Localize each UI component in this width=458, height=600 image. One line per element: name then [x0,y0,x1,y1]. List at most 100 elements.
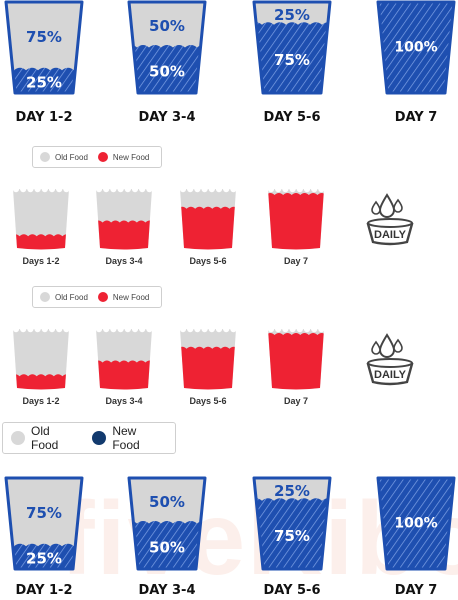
day-label: Days 3-4 [105,396,143,406]
red-cup-1 [12,185,70,250]
old-pct-label: 50% [149,17,185,35]
red-cup-2 [95,185,153,250]
old-pct-label: 25% [274,6,310,24]
day-label: Day 7 [283,256,309,266]
bowl-label: DAILY [374,229,407,241]
day-label: Days 5-6 [189,256,227,266]
new-food-fill [129,45,205,93]
new-food-fill [180,206,236,250]
new-pct-label: 25% [26,550,62,568]
day-label: DAY 7 [394,583,438,598]
day-label: Days 1-2 [22,396,60,406]
red-cup-2 [95,325,153,390]
blue-cup-1: 75% 25% [4,476,84,571]
day-label: DAY 5-6 [263,110,321,125]
cup-rim [179,185,237,193]
day-label: DAY 1-2 [15,110,73,125]
legend: Old Food New Food [2,422,176,454]
blue-cup-3: 25% 75% [252,476,332,571]
day-label: Days 3-4 [105,256,143,266]
cup-outline [252,0,332,95]
day-label: DAY 3-4 [138,583,196,598]
cup-rim [12,325,70,333]
cup-outline [376,476,456,571]
day-label: DAY 7 [394,110,438,125]
new-food-dot [92,431,107,445]
new-food-dot [97,292,108,302]
cup-rim [179,325,237,333]
legend-new: New Food [97,152,150,162]
new-pct-label: 75% [274,51,310,69]
legend-old: Old Food [40,292,88,302]
blue-cup-3: 25% 75% [252,0,332,95]
new-food-fill [13,234,69,250]
blue-cup-4: 100% [376,0,456,95]
cup-rim [267,325,325,333]
day-label: Days 1-2 [22,256,60,266]
new-pct-label: 50% [149,538,185,556]
new-food-fill [180,346,236,390]
old-food-dot [11,431,25,445]
new-pct-label: 50% [149,62,185,80]
blue-cup-2: 50% 50% [127,476,207,571]
legend-old-label: Old Food [31,424,59,452]
day-label: Day 7 [283,396,309,406]
new-food-fill [378,478,454,569]
cup-outline [127,0,207,95]
old-pct-label: 75% [26,28,62,46]
new-food-fill [254,498,330,569]
legend-new-label: New Food [112,152,150,162]
blue-cup-1: 75% 25% [4,0,84,95]
new-pct-label: 25% [26,74,62,92]
new-food-fill [96,360,152,390]
new-food-fill [378,2,454,93]
day-label: DAY 1-2 [15,583,73,598]
cup-outline [127,476,207,571]
red-cup-4 [267,185,325,250]
cup-outline [4,0,84,95]
new-food-fill [6,67,82,93]
cup-rim [267,185,325,193]
red-cup-3 [179,185,237,250]
red-cup-1 [12,325,70,390]
new-food-fill [6,543,82,569]
legend-new: New Food [92,424,167,452]
cup-rim [95,185,153,193]
new-food-fill [268,193,324,250]
old-food-dot [40,152,50,162]
new-food-fill [254,22,330,93]
new-food-fill [268,333,324,390]
legend: Old Food New Food [32,146,162,168]
red-cup-3 [179,325,237,390]
legend-old: Old Food [40,152,88,162]
cup-rim [95,325,153,333]
day-label: DAY 3-4 [138,110,196,125]
new-food-fill [96,220,152,250]
new-pct-label: 75% [274,527,310,545]
cup-outline [376,0,456,95]
bowl-label: DAILY [374,369,407,381]
cup-rim [12,185,70,193]
blue-cup-2: 50% 50% [127,0,207,95]
legend-new-label: New Food [112,292,150,302]
day-label: Days 5-6 [189,396,227,406]
old-pct-label: 25% [274,482,310,500]
new-pct-label: 100% [394,40,437,56]
old-food-dot [40,292,50,302]
new-food-fill [13,374,69,390]
red-cup-4 [267,325,325,390]
new-food-dot [97,152,108,162]
daily-bowl-icon: DAILY [366,333,414,386]
cup-outline [252,476,332,571]
new-pct-label: 100% [394,516,437,532]
legend-old: Old Food [11,424,80,452]
legend: Old Food New Food [32,286,162,308]
legend-old-label: Old Food [55,152,88,162]
old-pct-label: 50% [149,493,185,511]
legend-new-label: New Food [112,424,140,452]
old-pct-label: 75% [26,504,62,522]
day-label: DAY 5-6 [263,583,321,598]
legend-new: New Food [97,292,150,302]
daily-bowl-icon: DAILY [366,193,414,246]
cup-outline [4,476,84,571]
